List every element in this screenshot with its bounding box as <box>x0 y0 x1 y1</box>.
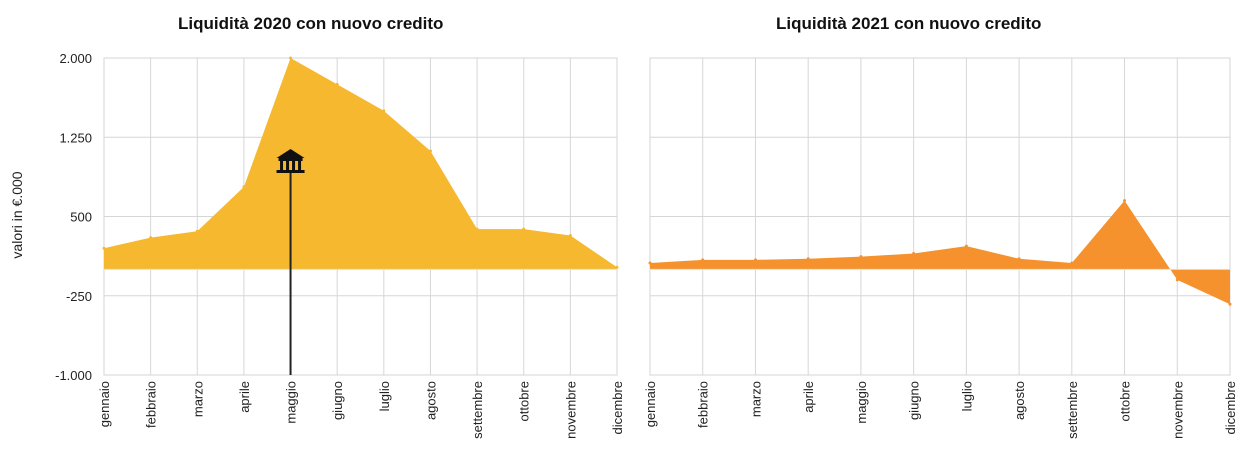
bank-column <box>298 161 302 170</box>
x-tick-label: settembre <box>470 381 485 439</box>
x-tick-label: luglio <box>959 381 974 411</box>
x-tick-label: novembre <box>1170 381 1185 439</box>
chart-title-2021: Liquidità 2021 con nuovo credito <box>776 14 1042 33</box>
data-point <box>475 227 479 231</box>
data-point <box>648 261 652 265</box>
data-point <box>1175 278 1179 282</box>
data-point <box>195 229 199 233</box>
plot-2021: gennaio febbraio marzo aprile maggio giugno lu… <box>643 57 1238 439</box>
data-point <box>701 258 705 262</box>
data-point <box>912 251 916 255</box>
bank-column <box>280 161 284 170</box>
data-point <box>382 109 386 113</box>
x-tick-label: febbraio <box>696 381 711 428</box>
x-tick-label: novembre <box>563 381 578 439</box>
y-tick-label: -250 <box>66 289 92 304</box>
x-tick-label: gennaio <box>97 381 112 427</box>
bank-architrave <box>278 158 303 161</box>
data-point <box>615 265 619 269</box>
x-tick-label: ottobre <box>517 381 532 421</box>
x-tick-label: aprile <box>801 381 816 413</box>
x-tick-label: maggio <box>284 381 299 424</box>
x-tick-label: dicembre <box>1223 381 1238 434</box>
x-tick-label: marzo <box>748 381 763 417</box>
data-point <box>568 234 572 238</box>
x-tick-label: gennaio <box>643 381 658 427</box>
data-point <box>289 56 293 60</box>
x-tick-label: luglio <box>377 381 392 411</box>
bank-icon <box>276 149 305 375</box>
data-point <box>335 82 339 86</box>
area-series-2020 <box>104 58 617 270</box>
x-tick-label: settembre <box>1065 381 1080 439</box>
y-tick-label: 2.000 <box>59 51 92 66</box>
data-point <box>428 149 432 153</box>
data-point <box>859 255 863 259</box>
data-point <box>1070 261 1074 265</box>
data-point <box>964 244 968 248</box>
y-tick-label: 500 <box>70 210 92 225</box>
chart-title-2020: Liquidità 2020 con nuovo credito <box>178 14 444 33</box>
x-tick-label: giugno <box>907 381 922 420</box>
x-tick-label: agosto <box>423 381 438 420</box>
bank-column <box>286 161 290 170</box>
x-tick-label: aprile <box>237 381 252 413</box>
x-tick-label: marzo <box>190 381 205 417</box>
data-point <box>1123 199 1127 203</box>
bank-base <box>276 170 305 173</box>
x-tick-label: ottobre <box>1118 381 1133 421</box>
y-tick-label: -1.000 <box>55 368 92 383</box>
area-series-2021 <box>650 200 1230 305</box>
y-tick-label: 1.250 <box>59 130 92 145</box>
plot-2020: 2.000 1.250 500 -250 -1.000 gennaio febbraio ma… <box>55 51 625 439</box>
data-point <box>149 236 153 240</box>
x-tick-label: maggio <box>854 381 869 424</box>
x-tick-label: giugno <box>330 381 345 420</box>
bank-column <box>292 161 296 170</box>
y-axis-label: valori in €.000 <box>9 171 25 258</box>
x-tick-label: agosto <box>1012 381 1027 420</box>
data-point <box>753 258 757 262</box>
data-point <box>1017 257 1021 261</box>
x-tick-label: dicembre <box>610 381 625 434</box>
data-point <box>806 257 810 261</box>
data-point <box>102 246 106 250</box>
x-tick-label: febbraio <box>144 381 159 428</box>
data-point <box>242 185 246 189</box>
data-point <box>522 227 526 231</box>
data-point <box>1228 302 1232 306</box>
bank-roof <box>276 149 305 158</box>
